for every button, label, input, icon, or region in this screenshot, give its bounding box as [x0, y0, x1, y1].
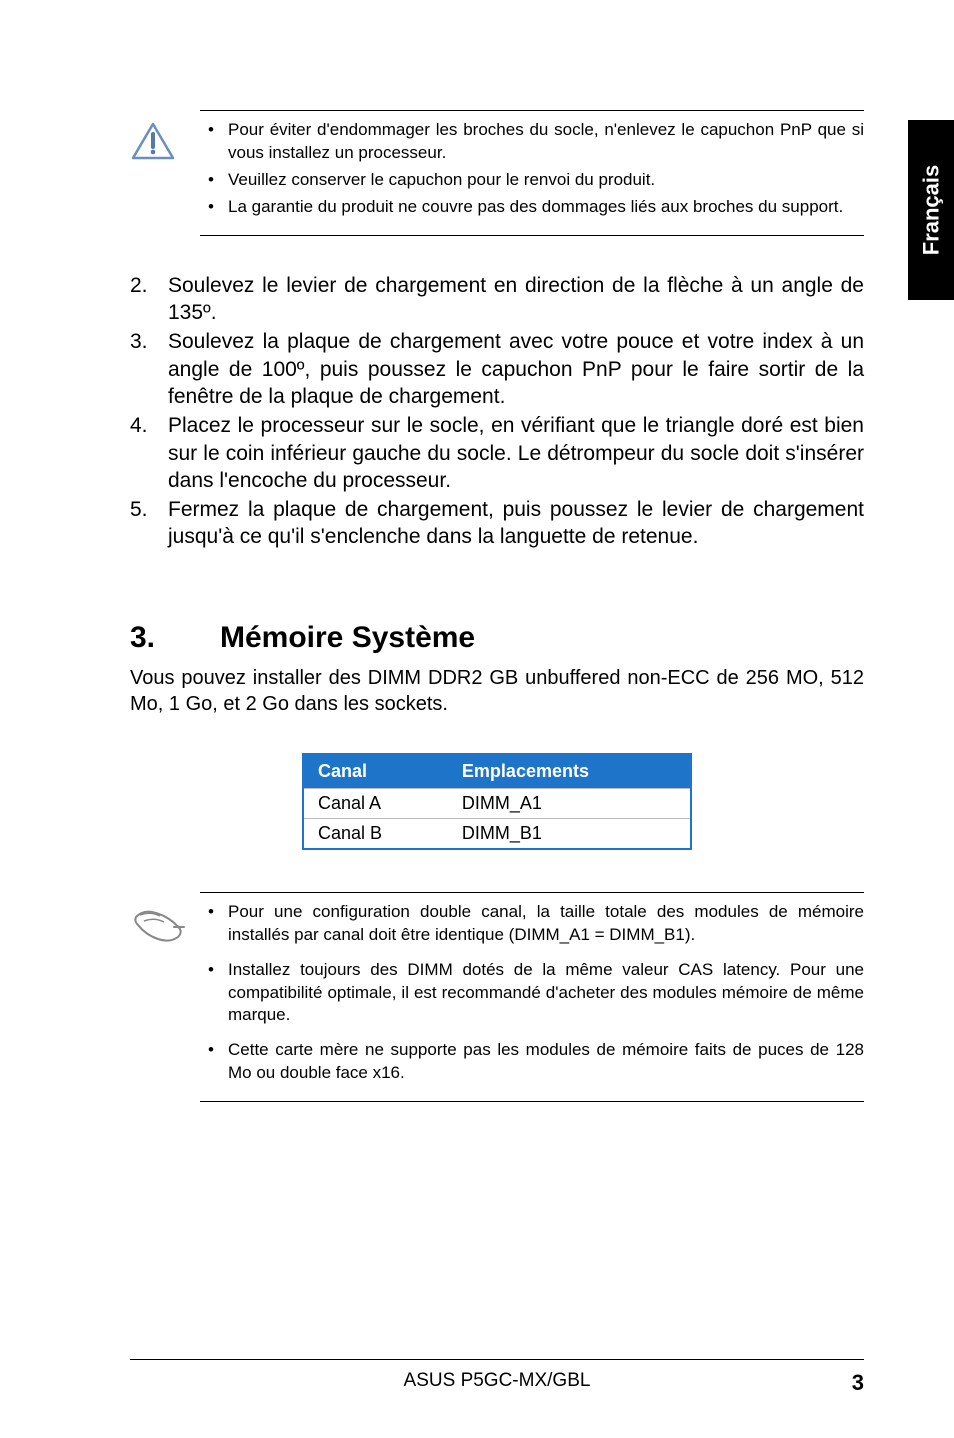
section-intro: Vous pouvez installer des DIMM DDR2 GB u…	[130, 665, 864, 717]
footer-page-number: 3	[852, 1370, 864, 1396]
step-text: Soulevez le levier de chargement en dire…	[168, 272, 864, 327]
table-header: Canal	[303, 754, 448, 789]
step-number: 5.	[130, 496, 168, 551]
info-content: Pour une configuration double canal, la …	[200, 901, 864, 1090]
table-cell: Canal B	[303, 818, 448, 849]
warning-item: La garantie du produit ne couvre pas des…	[200, 196, 864, 219]
step-number: 2.	[130, 272, 168, 327]
warning-item: Veuillez conserver le capuchon pour le r…	[200, 169, 864, 192]
info-note: Pour une configuration double canal, la …	[200, 892, 864, 1103]
instruction-steps: 2. Soulevez le levier de chargement en d…	[130, 272, 864, 551]
info-item: Cette carte mère ne supporte pas les mod…	[200, 1039, 864, 1085]
channel-table: Canal Emplacements Canal A DIMM_A1 Canal…	[302, 753, 692, 850]
warning-item: Pour éviter d'endommager les broches du …	[200, 119, 864, 165]
table-header-row: Canal Emplacements	[303, 754, 691, 789]
table-row: Canal A DIMM_A1	[303, 788, 691, 818]
table-cell: DIMM_A1	[448, 788, 691, 818]
info-item: Pour une configuration double canal, la …	[200, 901, 864, 947]
step-item: 2. Soulevez le levier de chargement en d…	[130, 272, 864, 327]
warning-note: Pour éviter d'endommager les broches du …	[200, 110, 864, 236]
step-text: Fermez la plaque de chargement, puis pou…	[168, 496, 864, 551]
step-item: 4. Placez le processeur sur le socle, en…	[130, 412, 864, 494]
step-number: 3.	[130, 328, 168, 410]
table-header: Emplacements	[448, 754, 691, 789]
hand-icon	[130, 903, 186, 950]
info-icon-col	[130, 901, 200, 1090]
info-item: Installez toujours des DIMM dotés de la …	[200, 959, 864, 1028]
section-title: Mémoire Système	[220, 621, 475, 655]
step-number: 4.	[130, 412, 168, 494]
step-text: Soulevez la plaque de chargement avec vo…	[168, 328, 864, 410]
section-heading: 3. Mémoire Système	[130, 621, 864, 655]
footer-product: ASUS P5GC-MX/GBL	[404, 1370, 591, 1392]
table-cell: DIMM_B1	[448, 818, 691, 849]
page-footer: ASUS P5GC-MX/GBL 3	[130, 1359, 864, 1392]
step-item: 3. Soulevez la plaque de chargement avec…	[130, 328, 864, 410]
page-content: Pour éviter d'endommager les broches du …	[0, 0, 954, 1438]
section-number: 3.	[130, 621, 220, 655]
step-text: Placez le processeur sur le socle, en vé…	[168, 412, 864, 494]
table-cell: Canal A	[303, 788, 448, 818]
warning-icon	[130, 121, 176, 166]
step-item: 5. Fermez la plaque de chargement, puis …	[130, 496, 864, 551]
table-row: Canal B DIMM_B1	[303, 818, 691, 849]
warning-icon-col	[130, 119, 200, 223]
warning-content: Pour éviter d'endommager les broches du …	[200, 119, 864, 223]
